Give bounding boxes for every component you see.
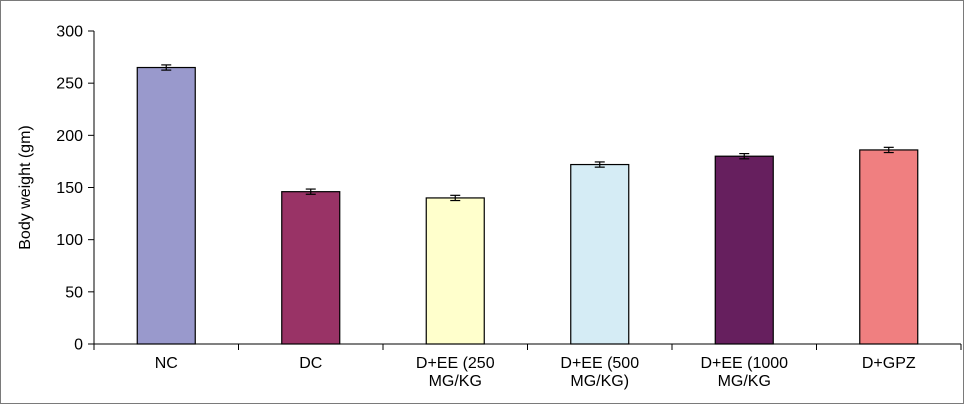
bar xyxy=(425,197,485,345)
y-tick-label: 300 xyxy=(56,24,83,41)
x-category-label: NC xyxy=(155,355,178,372)
x-category-label-line: D+GPZ xyxy=(862,355,916,372)
x-category-label-line: MG/KG xyxy=(429,373,482,390)
axes-group xyxy=(88,30,962,350)
y-tick-label: 200 xyxy=(56,128,83,145)
x-category-label: DC xyxy=(299,355,322,372)
y-tick-label: 250 xyxy=(56,76,83,93)
bars-group xyxy=(136,66,919,345)
x-category-label-line: D+EE (500 xyxy=(560,355,639,372)
x-category-label-line: MG/KG xyxy=(718,373,771,390)
x-category-label: D+EE (1000 MG/KG xyxy=(700,355,788,390)
bar xyxy=(570,163,630,345)
y-tick-label: 150 xyxy=(56,180,83,197)
y-tick-label: 0 xyxy=(74,337,83,354)
x-category-label-line: D+EE (250 xyxy=(416,355,495,372)
bar xyxy=(859,149,919,345)
x-category-label-line: MG/KG) xyxy=(570,373,629,390)
y-tick-label: 100 xyxy=(56,232,83,249)
x-category-label-line: NC xyxy=(155,355,178,372)
y-axis-title: Body weight (gm) xyxy=(17,125,34,250)
x-category-label: D+EE (250 MG/KG xyxy=(416,355,495,390)
bar xyxy=(714,155,774,345)
error-bars-group xyxy=(161,64,894,202)
x-category-label-line: D+EE (1000 xyxy=(700,355,788,372)
bar xyxy=(281,191,341,345)
x-category-label: D+EE (500 MG/KG) xyxy=(560,355,639,390)
x-category-label-line: DC xyxy=(299,355,322,372)
bar xyxy=(136,66,196,345)
y-tick-label: 50 xyxy=(65,284,83,301)
x-category-label: D+GPZ xyxy=(862,355,916,372)
